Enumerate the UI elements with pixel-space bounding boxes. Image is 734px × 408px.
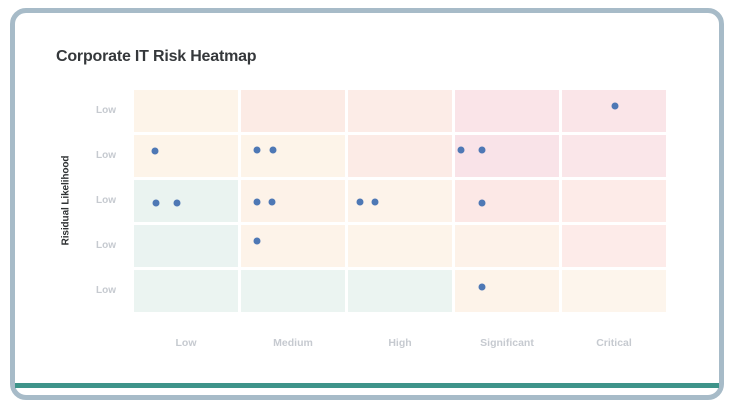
- risk-dot: [478, 146, 486, 154]
- heatmap-cell-r2c2: [241, 135, 345, 177]
- x-tick-label-significant: Significant: [480, 337, 534, 349]
- heatmap-cell-r4c1: [134, 225, 238, 267]
- risk-dot: [356, 198, 364, 206]
- x-tick-label-critical: Critical: [596, 337, 632, 349]
- risk-dot: [152, 199, 160, 207]
- heatmap-cell-r1c1: [134, 90, 238, 132]
- heatmap-cell-r5c1: [134, 270, 238, 312]
- risk-dot: [478, 283, 486, 291]
- x-tick-label-low: Low: [175, 337, 197, 349]
- heatmap-cell-r3c5: [562, 180, 666, 222]
- chart-title: Corporate IT Risk Heatmap: [56, 48, 257, 65]
- y-tick-label: Low: [96, 105, 116, 116]
- risk-dot: [253, 198, 261, 206]
- heatmap-cell-r4c4: [455, 225, 559, 267]
- risk-dot: [151, 147, 159, 155]
- heatmap-cell-r5c5: [562, 270, 666, 312]
- risk-dot: [253, 146, 261, 154]
- heatmap-cell-r1c2: [241, 90, 345, 132]
- heatmap-cell-r3c3: [348, 180, 452, 222]
- y-tick-label: Low: [96, 150, 116, 161]
- heatmap-cell-r2c4: [455, 135, 559, 177]
- heatmap-cell-r5c4: [455, 270, 559, 312]
- heatmap-cell-r5c3: [348, 270, 452, 312]
- risk-dot: [478, 199, 486, 207]
- risk-dot: [371, 198, 379, 206]
- x-tick-label-high: High: [388, 337, 412, 349]
- risk-dot: [457, 146, 465, 154]
- risk-dot: [253, 237, 261, 245]
- heatmap-cell-r4c2: [241, 225, 345, 267]
- heatmap-cell-r2c5: [562, 135, 666, 177]
- risk-dot: [269, 146, 277, 154]
- heatmap-cell-r3c1: [134, 180, 238, 222]
- heatmap-cell-r1c3: [348, 90, 452, 132]
- heatmap-cell-r1c4: [455, 90, 559, 132]
- heatmap-cell-r3c4: [455, 180, 559, 222]
- heatmap-cell-r4c3: [348, 225, 452, 267]
- card-accent-bar: [15, 383, 719, 388]
- y-tick-label: Low: [96, 240, 116, 251]
- heatmap-cell-r4c5: [562, 225, 666, 267]
- risk-dot: [268, 198, 276, 206]
- heatmap-cell-r1c5: [562, 90, 666, 132]
- risk-dot: [611, 102, 619, 110]
- y-tick-label: Low: [96, 195, 116, 206]
- heatmap-cell-r2c3: [348, 135, 452, 177]
- x-tick-label-medium: Medium: [273, 337, 313, 349]
- heatmap-cell-r5c2: [241, 270, 345, 312]
- risk-dot: [173, 199, 181, 207]
- heatmap-cell-r2c1: [134, 135, 238, 177]
- y-tick-label: Low: [96, 285, 116, 296]
